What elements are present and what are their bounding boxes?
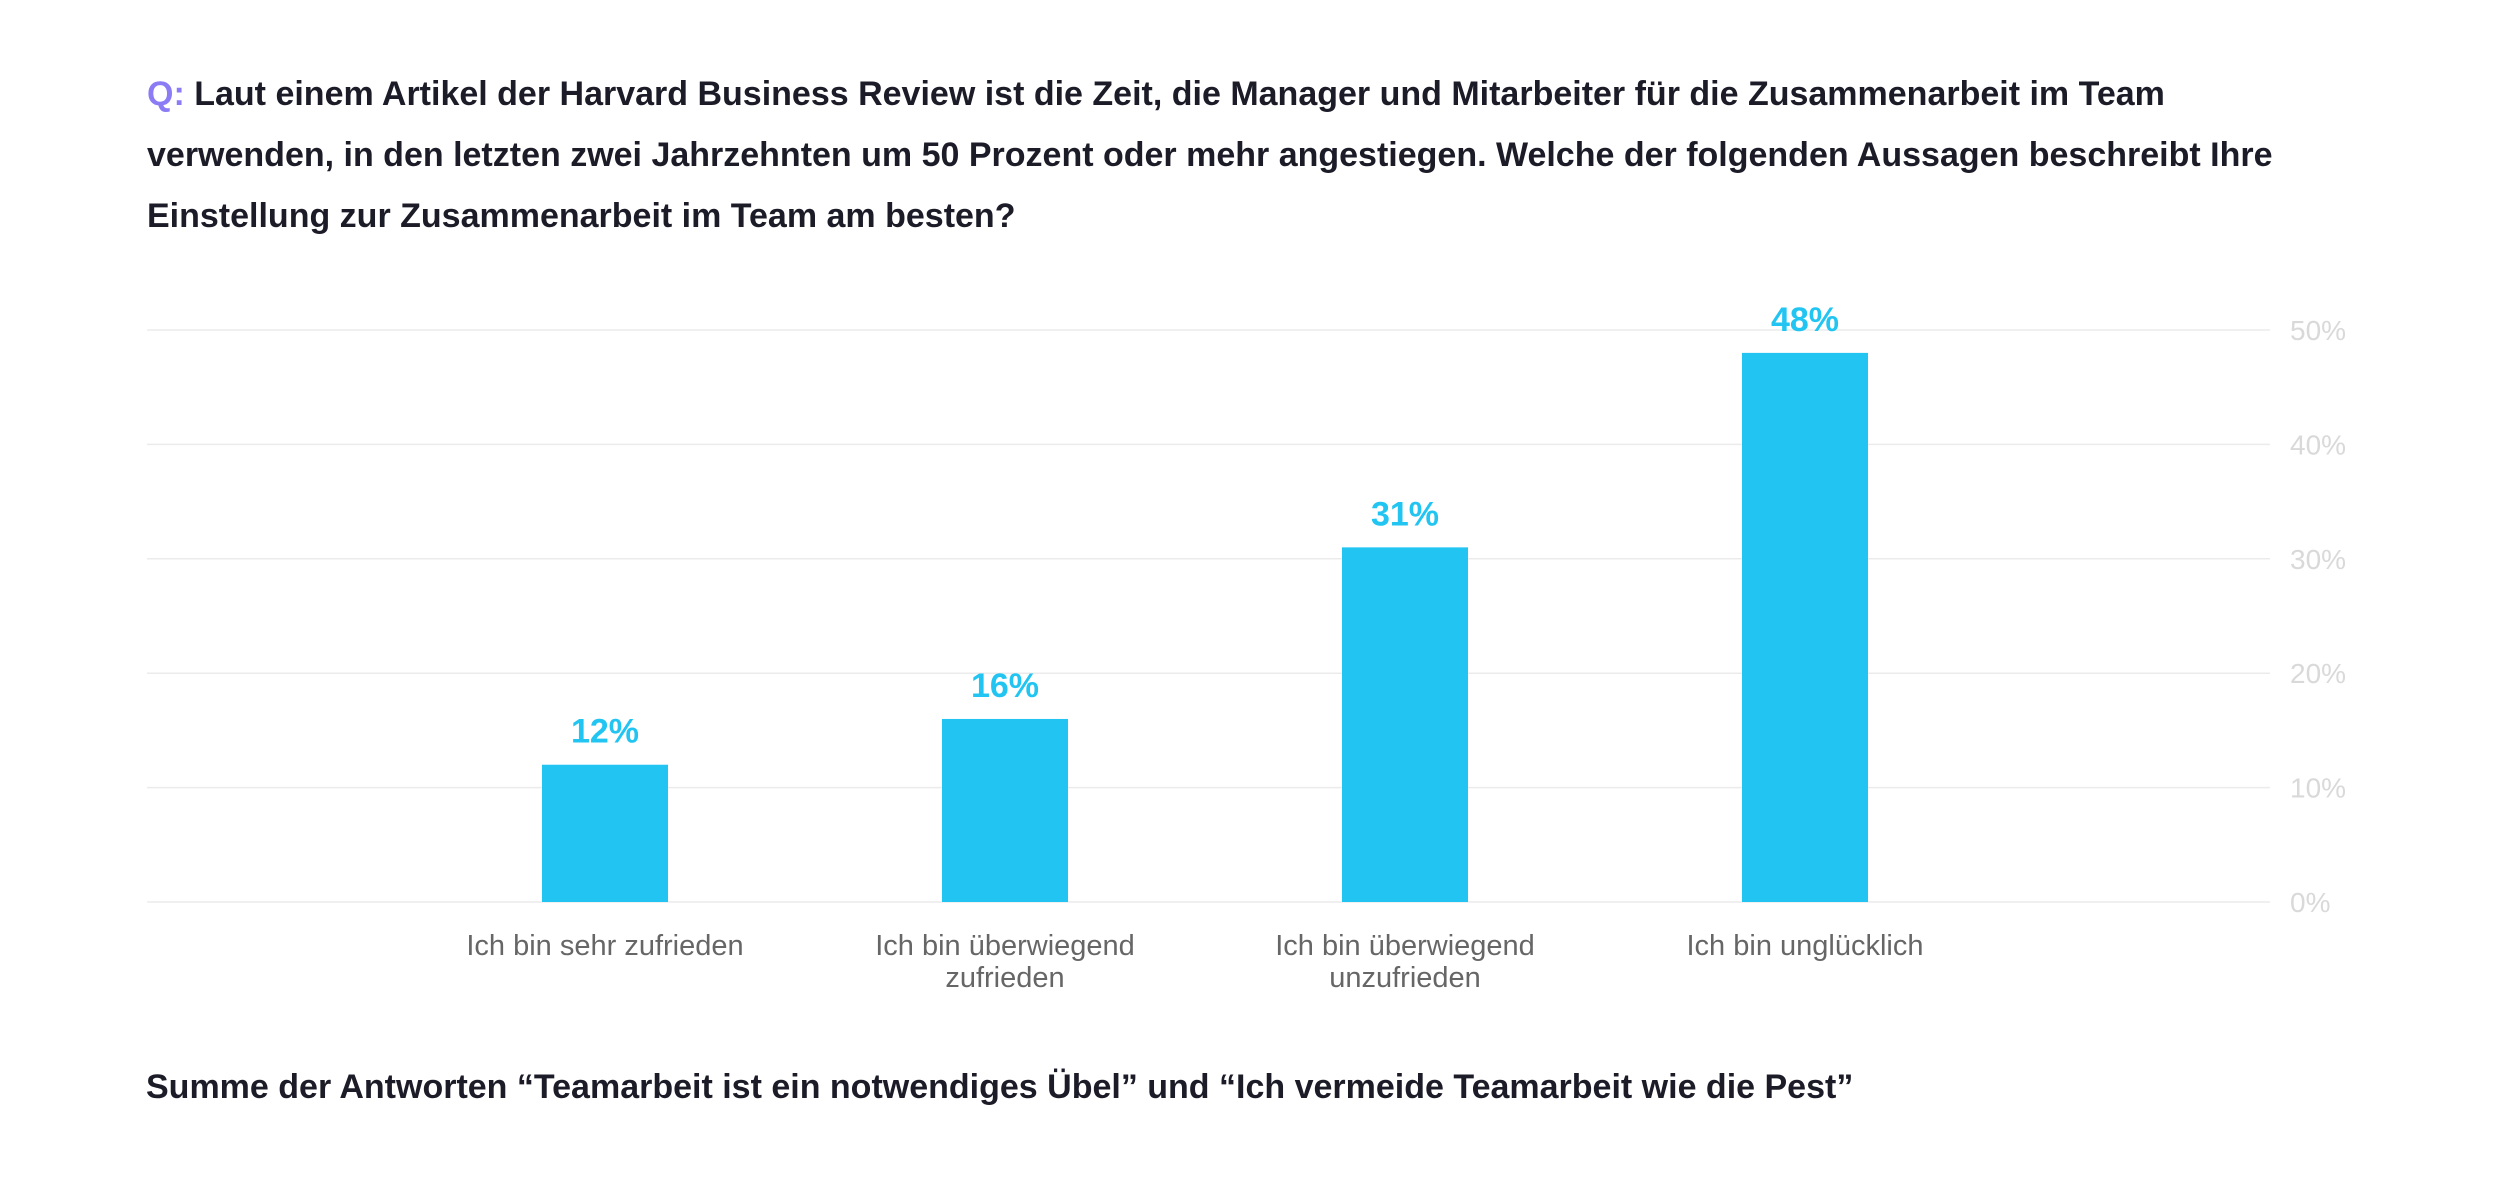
x-category-label: unzufrieden [1329, 962, 1481, 994]
data-label: 48% [1771, 301, 1839, 339]
bar-chart: 0% 10% 20% 30% 40% 50% 12% Ich bin sehr zufried… [147, 301, 2346, 994]
bar [542, 764, 668, 902]
y-tick-label: 30% [2290, 544, 2346, 575]
y-tick-label: 40% [2290, 429, 2346, 460]
y-tick-label: 50% [2290, 315, 2346, 346]
bar [1342, 547, 1468, 902]
data-label: 16% [971, 667, 1039, 705]
bar [1742, 352, 1868, 902]
x-category-label: Ich bin sehr zufrieden [466, 930, 743, 962]
x-category-label: Ich bin überwiegend [875, 930, 1135, 962]
y-tick-label: 10% [2290, 773, 2346, 804]
y-tick-label: 20% [2290, 658, 2346, 689]
question-body: Laut einem Artikel der Harvard Business … [147, 75, 2273, 235]
question-text: Q: Laut einem Artikel der Harvard Busine… [147, 64, 2347, 247]
x-category-label: Ich bin unglücklich [1687, 930, 1924, 962]
question-prefix: Q: [147, 75, 185, 113]
x-category-label: zufrieden [945, 962, 1064, 994]
y-tick-label: 0% [2290, 887, 2330, 918]
data-label: 31% [1371, 495, 1439, 533]
data-label: 12% [571, 713, 639, 751]
bar [942, 718, 1068, 902]
footnote: Summe der Antworten “Teamarbeit ist ein … [146, 1068, 1854, 1106]
x-category-label: Ich bin überwiegend [1275, 930, 1535, 962]
